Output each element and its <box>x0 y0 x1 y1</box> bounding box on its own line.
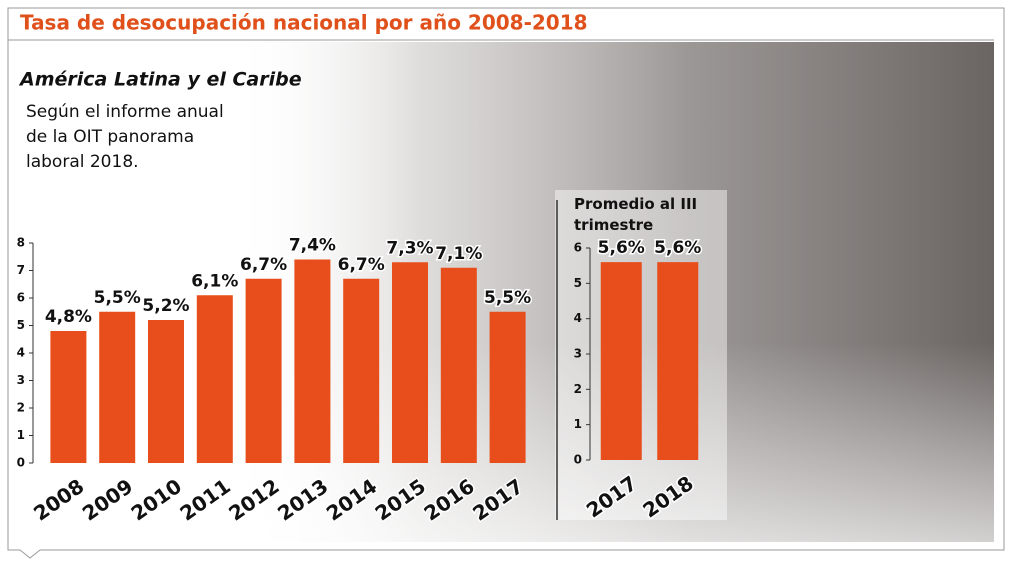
bar <box>392 262 428 463</box>
value-label: 4,8% <box>45 307 92 327</box>
subtitle: América Latina y el Caribe <box>18 69 302 91</box>
x-tick-label: 2011 <box>175 474 234 526</box>
y-tick-label: 1 <box>17 428 25 442</box>
bar <box>440 267 477 463</box>
x-tick-label: 2009 <box>78 474 137 526</box>
y-tick-label: 3 <box>17 373 25 387</box>
note-box: Según el informe anual de la OIT panoram… <box>26 102 224 172</box>
bar <box>148 320 184 463</box>
y-tick-label: 3 <box>574 347 582 361</box>
value-label: 6,7% <box>338 255 385 275</box>
bar <box>343 278 380 463</box>
y-tick-label: 6 <box>17 291 25 305</box>
value-label: 5,5% <box>94 288 141 308</box>
y-tick-label: 8 <box>17 236 25 250</box>
x-tick-label: 2010 <box>127 474 186 526</box>
value-label: 6,7% <box>240 255 287 275</box>
bar <box>196 295 233 463</box>
inset-title: Promedio al III trimestre <box>574 195 698 234</box>
y-tick-label: 0 <box>574 453 582 467</box>
bar <box>600 262 642 460</box>
y-tick-label: 1 <box>574 417 582 431</box>
bar <box>657 262 699 460</box>
inset-title-box: Promedio al III trimestre <box>574 195 698 234</box>
value-label: 5,5% <box>484 288 531 308</box>
y-tick-label: 5 <box>574 276 582 290</box>
value-label: 5,2% <box>142 296 189 316</box>
y-tick-label: 5 <box>17 318 25 332</box>
y-tick-label: 0 <box>17 456 25 470</box>
y-tick-label: 4 <box>574 311 582 325</box>
note: Según el informe anual de la OIT panoram… <box>26 102 224 172</box>
value-label: 7,1% <box>435 244 482 264</box>
y-tick-label: 2 <box>574 382 582 396</box>
value-label: 7,3% <box>386 238 433 258</box>
bar <box>99 311 136 463</box>
y-tick-label: 6 <box>574 241 582 255</box>
value-label: 5,6% <box>598 238 645 258</box>
x-tick-label: 2008 <box>29 474 88 526</box>
frame <box>7 7 1005 559</box>
value-label: 5,6% <box>654 238 701 258</box>
bar <box>245 278 282 463</box>
bar <box>294 259 331 463</box>
bar <box>489 311 526 463</box>
y-tick-label: 7 <box>17 263 25 277</box>
bar <box>50 331 87 463</box>
title: Tasa de desocupación nacional por año 20… <box>20 11 588 35</box>
y-tick-label: 4 <box>17 346 25 360</box>
y-tick-label: 2 <box>17 401 25 415</box>
value-label: 6,1% <box>191 271 238 291</box>
value-label: 7,4% <box>289 236 336 256</box>
